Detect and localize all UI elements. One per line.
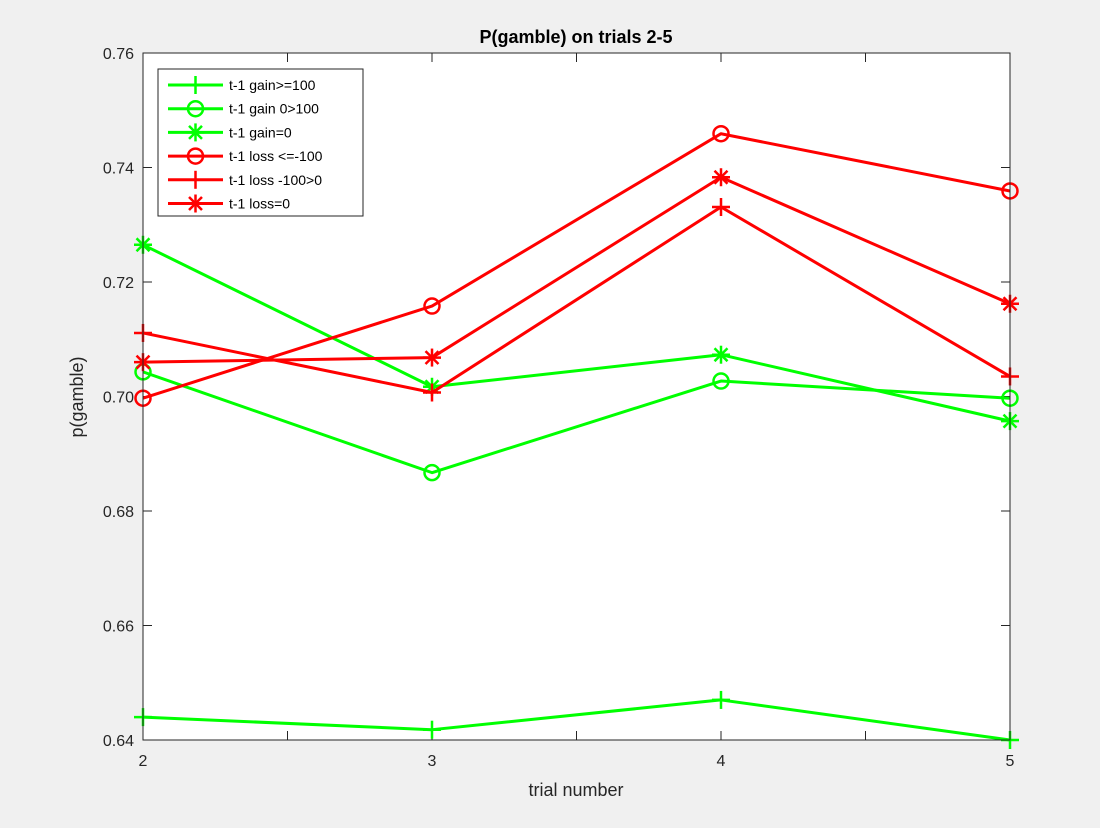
- y-tick-label: 0.74: [103, 161, 134, 178]
- legend-entry: t-1 loss=0: [168, 194, 290, 213]
- legend-marker: [186, 170, 205, 189]
- data-point-marker: [712, 345, 730, 364]
- data-point-marker: [712, 198, 730, 217]
- series-3: [134, 235, 1019, 431]
- series-line: [142, 205, 1011, 394]
- x-tick-label: 2: [139, 753, 148, 770]
- legend-label: t-1 loss -100>0: [229, 172, 322, 188]
- data-point-marker: [712, 690, 730, 709]
- data-point-marker: [423, 463, 441, 482]
- y-axis-label: p(gamble): [67, 356, 87, 437]
- legend: t-1 gain>=100 t-1 gain 0>100 t-1 gain=0 t-1…: [157, 68, 364, 217]
- series-line: [142, 175, 1011, 364]
- data-point-marker: [423, 720, 441, 739]
- x-axis-label: trial number: [528, 780, 623, 800]
- y-tick-label: 0.70: [103, 390, 134, 407]
- y-tick-label: 0.66: [103, 619, 134, 636]
- series-layer: [134, 124, 1019, 749]
- legend-marker: [186, 76, 205, 94]
- legend-label: t-1 loss=0: [229, 196, 290, 212]
- data-point-marker: [423, 348, 441, 367]
- x-tick-label: 3: [428, 753, 437, 770]
- legend-label: t-1 gain 0>100: [229, 101, 319, 117]
- y-tick-label: 0.76: [103, 46, 134, 63]
- data-point-marker: [423, 297, 441, 315]
- data-point-marker: [423, 383, 441, 402]
- legend-marker: [186, 194, 205, 213]
- legend-entry: t-1 loss -100>0: [168, 170, 322, 189]
- series-6: [134, 168, 1019, 372]
- axis-ticks: 2 3 4 5 0.64 0.66 0.68 0.70 0.72 0.74 0.76: [103, 46, 1015, 770]
- legend-marker: [186, 123, 205, 142]
- data-point-marker: [712, 168, 730, 187]
- x-tick-label: 5: [1006, 753, 1015, 770]
- legend-entry: t-1 gain=0: [168, 123, 292, 142]
- legend-label: t-1 gain>=100: [229, 77, 316, 93]
- series-line: [142, 698, 1011, 742]
- series-line: [142, 243, 1011, 423]
- legend-entry: t-1 gain 0>100: [168, 99, 319, 118]
- data-point-marker: [712, 372, 730, 390]
- legend-label: t-1 loss <=-100: [229, 148, 323, 164]
- legend-entry: t-1 gain>=100: [168, 76, 316, 94]
- legend-label: t-1 gain=0: [229, 124, 292, 140]
- y-tick-label: 0.68: [103, 504, 134, 521]
- data-point-marker: [712, 124, 730, 143]
- legend-entry: t-1 loss <=-100: [168, 147, 323, 165]
- series-line: [142, 132, 1011, 400]
- x-tick-label: 4: [717, 753, 726, 770]
- legend-box: [157, 68, 364, 217]
- chart-title: P(gamble) on trials 2-5: [479, 27, 672, 47]
- legend-marker: [186, 147, 205, 165]
- series-line: [142, 370, 1011, 475]
- axes-box: [142, 52, 1011, 741]
- y-tick-label: 0.64: [103, 733, 134, 750]
- y-tick-label: 0.72: [103, 275, 134, 292]
- legend-marker: [186, 99, 205, 118]
